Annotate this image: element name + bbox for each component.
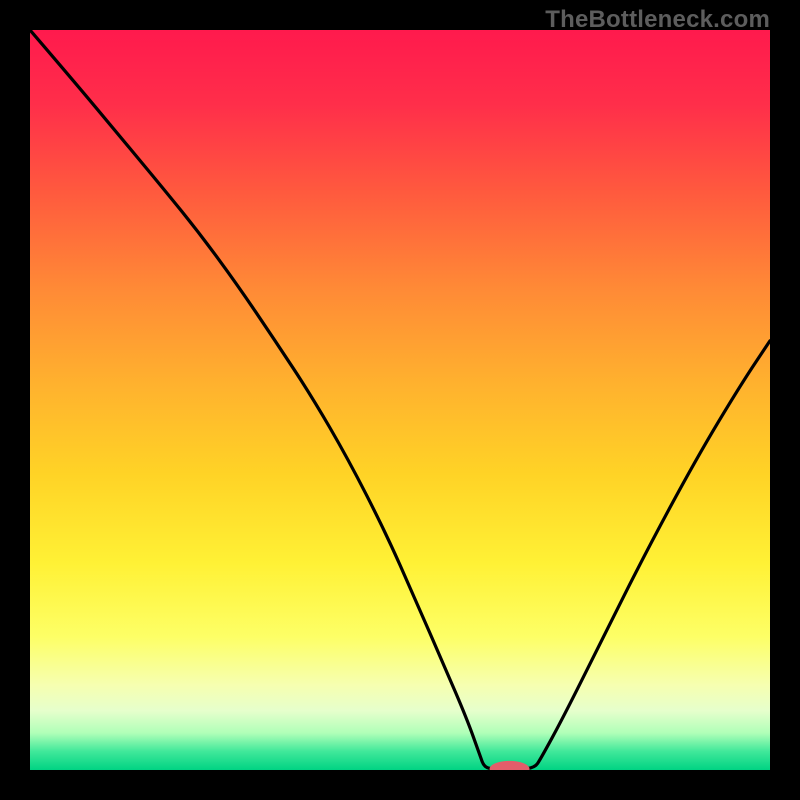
chart-frame	[30, 30, 770, 770]
chart-background	[30, 30, 770, 770]
watermark-text: TheBottleneck.com	[545, 6, 770, 34]
bottleneck-chart	[30, 30, 770, 770]
